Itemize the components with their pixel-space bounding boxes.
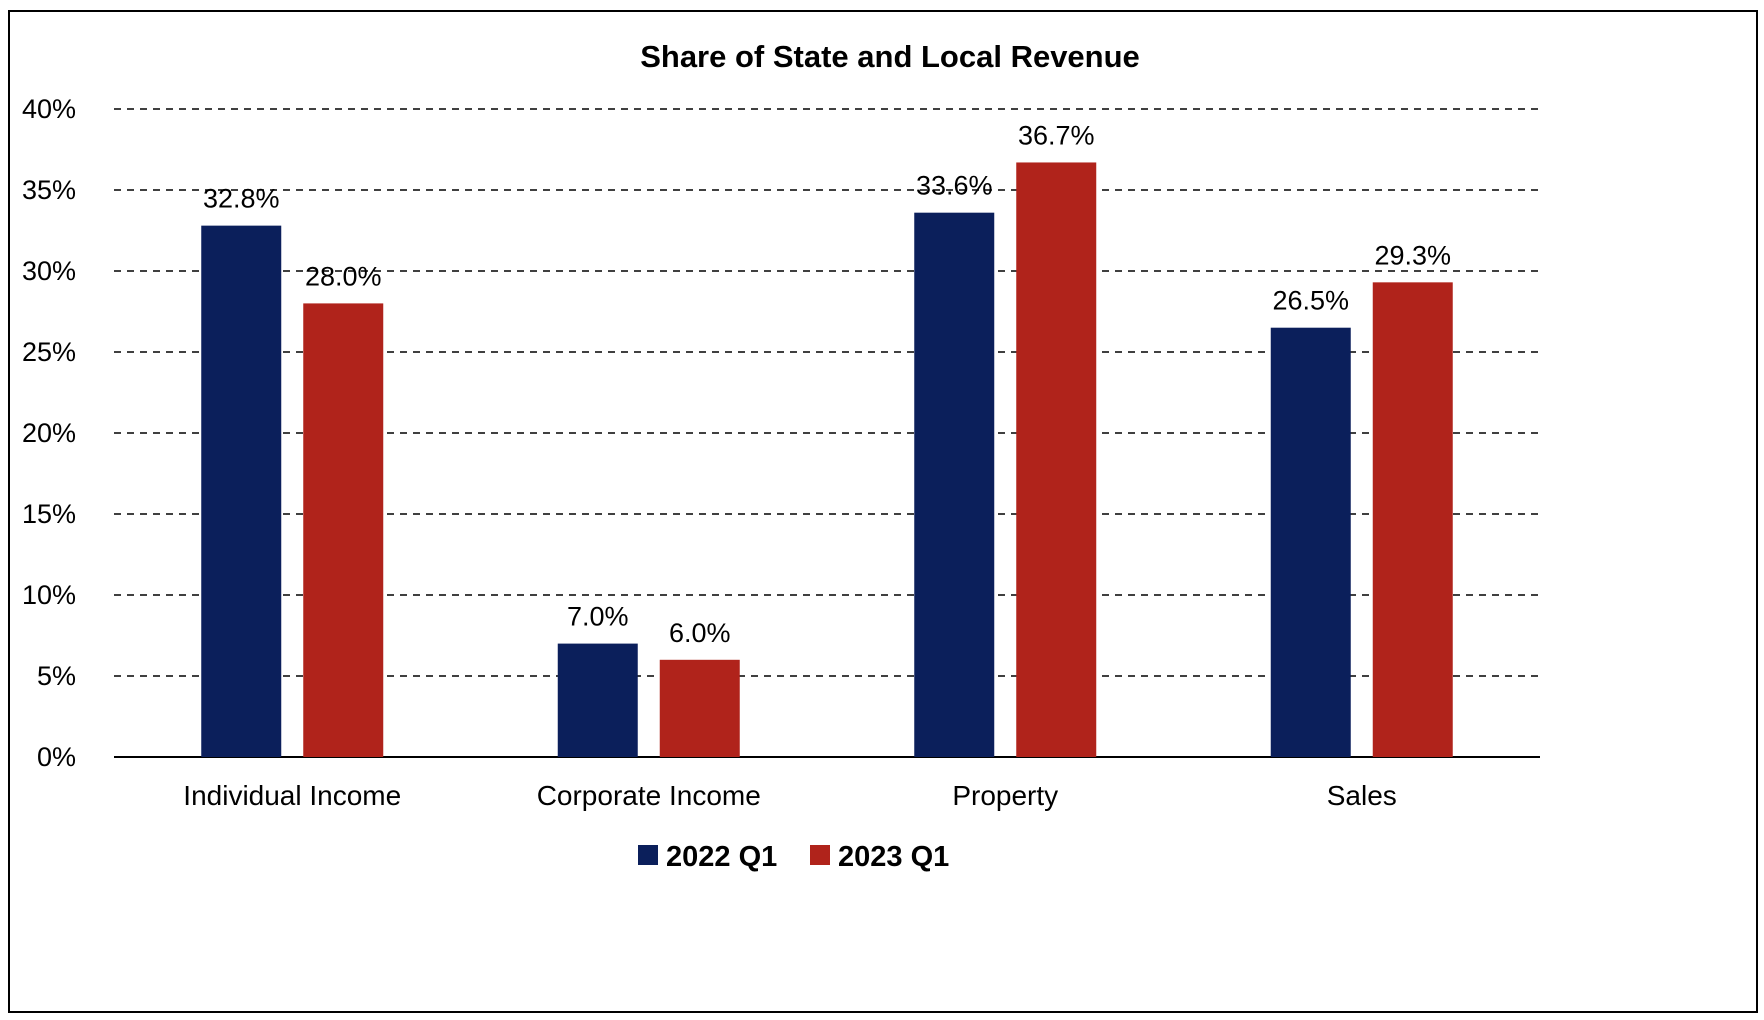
bar-2022-q1-individual-income xyxy=(201,225,282,757)
legend: 2022 Q1 2023 Q1 xyxy=(638,841,949,873)
data-label: 7.0% xyxy=(567,602,629,632)
bar-2022-q1-corporate-income xyxy=(557,643,638,757)
data-label: 33.6% xyxy=(916,171,993,201)
x-category-label: Sales xyxy=(1327,780,1397,811)
bar-chart: Share of State and Local Revenue 0% 5% 10%… xyxy=(22,39,1540,873)
data-label: 36.7% xyxy=(1018,120,1095,150)
x-category-label: Individual Income xyxy=(183,780,401,811)
data-label: 6.0% xyxy=(669,618,731,648)
data-label: 26.5% xyxy=(1272,286,1349,316)
bar-2022-q1-sales xyxy=(1270,327,1351,757)
x-category-label: Corporate Income xyxy=(537,780,761,811)
y-tick-label: 35% xyxy=(22,175,76,205)
bar-2022-q1-property xyxy=(914,212,995,757)
y-tick-label: 30% xyxy=(22,256,76,286)
legend-swatch xyxy=(638,845,658,865)
legend-label: 2022 Q1 xyxy=(666,841,777,873)
y-tick-label: 0% xyxy=(37,742,76,772)
data-labels: 32.8% 28.0% 7.0% 6.0% 33.6% 36.7% 26.5% 29.3% xyxy=(203,120,1451,647)
bar-2023-q1-property xyxy=(1016,162,1097,757)
chart-frame: Share of State and Local Revenue 0% 5% 10%… xyxy=(8,10,1758,1013)
chart-title: Share of State and Local Revenue xyxy=(640,39,1140,74)
legend-swatch xyxy=(810,845,830,865)
y-tick-label: 25% xyxy=(22,337,76,367)
data-label: 29.3% xyxy=(1374,240,1451,270)
y-tick-label: 10% xyxy=(22,580,76,610)
y-tick-label: 15% xyxy=(22,499,76,529)
bar-2023-q1-individual-income xyxy=(303,303,384,757)
bar-2023-q1-sales xyxy=(1372,282,1453,757)
bars xyxy=(201,162,1453,757)
x-category-label: Property xyxy=(952,780,1058,811)
legend-label: 2023 Q1 xyxy=(838,841,949,873)
data-label: 32.8% xyxy=(203,184,280,214)
data-label: 28.0% xyxy=(305,261,382,291)
y-tick-label: 40% xyxy=(22,94,76,124)
y-axis-ticks: 0% 5% 10% 15% 20% 25% 30% 35% 40% xyxy=(22,94,76,772)
y-tick-label: 20% xyxy=(22,418,76,448)
bar-2023-q1-corporate-income xyxy=(659,659,740,757)
y-tick-label: 5% xyxy=(37,661,76,691)
x-axis-categories: Individual Income Corporate Income Propert… xyxy=(183,780,1396,811)
